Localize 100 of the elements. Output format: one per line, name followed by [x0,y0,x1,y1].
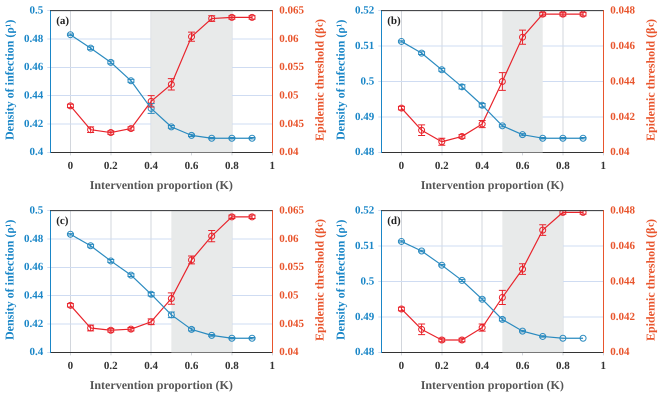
y-tick-label: 0.51 [355,40,374,52]
x-tick-label: 0.8 [556,360,570,372]
point [580,334,587,342]
y2-tick-label: 0.046 [610,240,636,252]
y2-tick-label: 0.044 [610,75,636,88]
x-tick-label: 0.6 [184,160,199,172]
y-tick-label: 0.48 [24,32,44,45]
y2-tick-label: 0.04 [279,146,299,158]
x-tick-label: 1 [600,160,606,172]
y2-tick-label: 0.045 [279,118,304,130]
point [127,272,134,279]
y-tick-label: 0.49 [355,310,375,323]
y-axis-title: Density of infection (ρ¹) [2,218,18,342]
x-tick-label: 0.4 [144,360,159,372]
point [519,34,526,41]
point [107,58,114,66]
y2-tick-label: 0.06 [279,32,299,45]
y-tick-label: 0.4 [30,346,44,358]
y2-tick-label: 0.065 [279,204,304,216]
point [188,132,196,139]
point [228,134,236,142]
point [539,134,546,142]
x-tick-label: 1 [600,360,606,372]
point [519,131,526,138]
y-tick-label: 0.48 [355,146,375,158]
y2-tick-label: 0.04 [610,346,630,358]
y-axis-title: Density of infection (ρ¹) [2,18,18,142]
y2-tick-label: 0.055 [279,261,304,274]
point [438,262,446,269]
y-tick-label: 0.49 [355,110,375,123]
y-tick-label: 0.46 [24,261,44,274]
y-tick-label: 0.52 [355,4,375,16]
x-tick-label: 0 [398,360,405,372]
annotation: (c) [56,214,69,227]
y-tick-label: 0.5 [360,75,375,88]
x-tick-label: 0.2 [434,160,450,172]
y2-tick-label: 0.046 [610,40,636,52]
annotation: (d) [387,214,402,227]
point [458,276,466,284]
point [559,334,566,342]
y-tick-label: 0.42 [24,118,44,130]
annotation: (b) [387,14,402,27]
y2-tick-label: 0.065 [279,4,304,16]
x-tick-label: 0.6 [516,160,530,172]
x-axis-title: Intervention proportion (K) [420,178,564,192]
y-tick-label: 0.42 [24,318,44,330]
x-tick-label: 0 [68,360,74,372]
point [498,122,506,130]
annotation: (a) [56,14,70,27]
y-tick-label: 0.48 [24,232,44,245]
point [498,78,506,85]
x-tick-label: 0.8 [225,160,240,172]
point [107,257,114,264]
y-tick-label: 0.5 [30,4,44,16]
point [188,326,196,333]
y-tick-label: 0.51 [355,240,374,252]
point [208,332,216,339]
x-axis-title: Intervention proportion (K) [90,178,233,192]
x-tick-label: 1 [270,160,275,172]
y-axis-title: Density of infection (ρ¹) [332,218,348,342]
y2-tick-label: 0.044 [610,275,636,288]
point [478,296,486,303]
x-tick-label: 0.2 [104,160,118,172]
point [148,290,155,298]
x-tick-label: 0 [398,160,405,172]
y-tick-label: 0.5 [360,275,375,288]
x-axis-title: Intervention proportion (K) [420,378,564,392]
x-tick-label: 1 [270,360,275,372]
y-tick-label: 0.48 [355,346,375,358]
point [418,248,426,255]
y-tick-label: 0.44 [24,290,44,302]
x-axis-title: Intervention proportion (K) [90,378,233,392]
point [539,332,546,340]
point [168,123,175,130]
y2-tick-label: 0.048 [610,4,636,16]
y2-tick-label: 0.042 [610,110,636,123]
point [519,328,526,335]
x-tick-label: 0.2 [434,360,450,372]
y-tick-label: 0.4 [30,146,44,158]
y-axis-title: Density of infection (ρ¹) [332,18,348,142]
point [208,134,216,142]
point [107,326,114,334]
y2-tick-label: 0.04 [610,146,630,158]
y-tick-label: 0.46 [24,61,44,74]
x-tick-label: 0.4 [475,160,490,172]
y2-tick-label: 0.06 [279,232,299,245]
x-tick-label: 0.6 [184,360,199,372]
point [228,334,236,342]
point [559,134,566,142]
y-tick-label: 0.5 [30,204,44,216]
point [498,316,506,323]
point [498,294,506,301]
y2-tick-label: 0.045 [279,318,304,330]
x-tick-label: 0.2 [104,360,118,372]
y2-tick-label: 0.05 [279,290,299,302]
y2-tick-label: 0.055 [279,61,304,74]
y2-tick-label: 0.048 [610,204,636,216]
x-tick-label: 0.6 [516,360,530,372]
y2-tick-label: 0.042 [610,310,636,323]
x-tick-label: 0 [68,160,74,172]
